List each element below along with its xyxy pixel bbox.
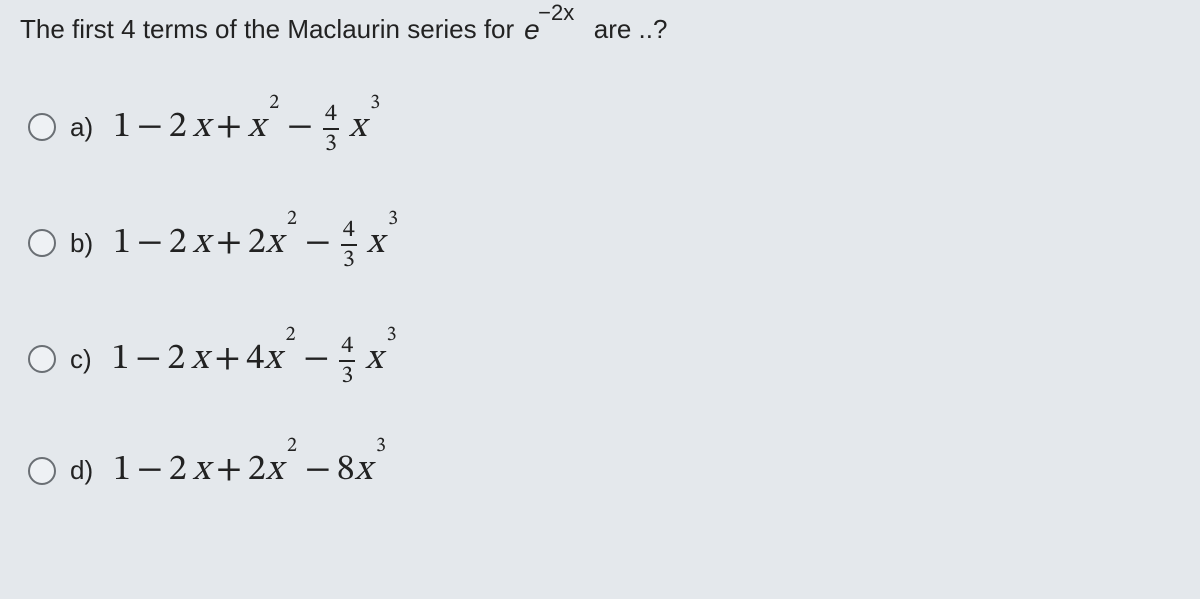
func-exp: −2x xyxy=(538,0,574,26)
d-t2-x: x xyxy=(266,452,283,488)
radio-d[interactable] xyxy=(28,457,56,485)
b-op1: − xyxy=(137,221,163,266)
c-frac: 4 3 xyxy=(339,334,355,388)
d-t3-exp: 3 xyxy=(376,434,386,459)
d-op3: − xyxy=(305,448,331,493)
d-t3: 8x3 xyxy=(337,448,372,493)
a-op3: − xyxy=(287,105,313,150)
b-frac-den: 3 xyxy=(341,248,357,272)
b-t2: 2x2 xyxy=(248,221,283,266)
b-frac-bar xyxy=(341,244,357,246)
c-t2-coef: 4 xyxy=(246,341,264,377)
a-t0: 1 xyxy=(113,105,131,150)
a-op1: − xyxy=(137,105,163,150)
b-t1-coef: 2 xyxy=(169,221,187,266)
expr-b: 1 − 2x + 2x2 − 4 3 x3 xyxy=(113,216,384,270)
expr-a: 1 − 2x + x2 − 4 3 x3 xyxy=(113,100,366,154)
b-t2-x: x xyxy=(266,225,283,261)
c-t3-x: x xyxy=(365,341,382,377)
b-t3: x3 xyxy=(367,221,384,266)
c-t1-x: x xyxy=(191,337,208,382)
b-op3: − xyxy=(305,221,331,266)
c-op3: − xyxy=(304,337,330,382)
b-t2-coef: 2 xyxy=(248,225,266,261)
d-t0: 1 xyxy=(113,448,131,493)
a-t2: x2 xyxy=(248,105,265,150)
c-t3: x3 xyxy=(365,337,382,382)
radio-b[interactable] xyxy=(28,229,56,257)
c-t2-x: x xyxy=(264,341,281,377)
d-t2-coef: 2 xyxy=(248,452,266,488)
a-t3-exp: 3 xyxy=(370,91,380,116)
expr-d: 1 − 2x + 2x2 − 8x3 xyxy=(113,448,372,493)
label-c: c) xyxy=(70,344,92,375)
b-t3-x: x xyxy=(367,225,384,261)
label-a: a) xyxy=(70,112,93,143)
question-suffix: are ..? xyxy=(594,14,668,45)
d-op2: + xyxy=(216,448,242,493)
choice-c[interactable]: c) 1 − 2x + 4x2 − 4 3 x3 xyxy=(28,332,1180,386)
c-frac-num: 4 xyxy=(339,334,355,358)
d-t2: 2x2 xyxy=(248,448,283,493)
choices-list: a) 1 − 2x + x2 − 4 3 x3 b) 1 xyxy=(28,100,1180,493)
a-t2-exp: 2 xyxy=(269,91,279,116)
label-b: b) xyxy=(70,228,93,259)
a-t1-coef: 2 xyxy=(169,105,187,150)
d-t1-x: x xyxy=(193,448,210,493)
choice-d[interactable]: d) 1 − 2x + 2x2 − 8x3 xyxy=(28,448,1180,493)
c-t1-coef: 2 xyxy=(167,337,185,382)
question-function: e −2x xyxy=(524,14,540,46)
b-frac: 4 3 xyxy=(341,218,357,272)
b-t3-exp: 3 xyxy=(388,207,398,232)
label-d: d) xyxy=(70,455,93,486)
c-t3-exp: 3 xyxy=(387,323,397,348)
radio-c[interactable] xyxy=(28,345,56,373)
c-t2: 4x2 xyxy=(246,337,281,382)
d-t3-coef: 8 xyxy=(337,452,355,488)
a-t3-x: x xyxy=(349,109,366,145)
c-t0: 1 xyxy=(112,337,130,382)
b-t0: 1 xyxy=(113,221,131,266)
a-t2-x: x xyxy=(248,109,265,145)
c-frac-bar xyxy=(339,360,355,362)
c-frac-den: 3 xyxy=(339,364,355,388)
c-op2: + xyxy=(215,337,241,382)
c-t2-exp: 2 xyxy=(286,323,296,348)
radio-a[interactable] xyxy=(28,113,56,141)
d-t3-x: x xyxy=(355,452,372,488)
b-frac-num: 4 xyxy=(341,218,357,242)
choice-b[interactable]: b) 1 − 2x + 2x2 − 4 3 x3 xyxy=(28,216,1180,270)
c-op1: − xyxy=(136,337,162,382)
a-t3: x3 xyxy=(349,105,366,150)
question-page: The first 4 terms of the Maclaurin serie… xyxy=(0,0,1200,493)
b-op2: + xyxy=(216,221,242,266)
a-frac-den: 3 xyxy=(323,132,339,156)
a-frac: 4 3 xyxy=(323,102,339,156)
d-op1: − xyxy=(137,448,163,493)
a-frac-bar xyxy=(323,128,339,130)
b-t1-x: x xyxy=(193,221,210,266)
d-t2-exp: 2 xyxy=(287,434,297,459)
question-text: The first 4 terms of the Maclaurin serie… xyxy=(20,14,1180,46)
a-t1-x: x xyxy=(193,105,210,150)
a-frac-num: 4 xyxy=(323,102,339,126)
d-t1-coef: 2 xyxy=(169,448,187,493)
b-t2-exp: 2 xyxy=(287,207,297,232)
question-prefix: The first 4 terms of the Maclaurin serie… xyxy=(20,14,514,45)
expr-c: 1 − 2x + 4x2 − 4 3 x3 xyxy=(112,332,383,386)
choice-a[interactable]: a) 1 − 2x + x2 − 4 3 x3 xyxy=(28,100,1180,154)
a-op2: + xyxy=(216,105,242,150)
